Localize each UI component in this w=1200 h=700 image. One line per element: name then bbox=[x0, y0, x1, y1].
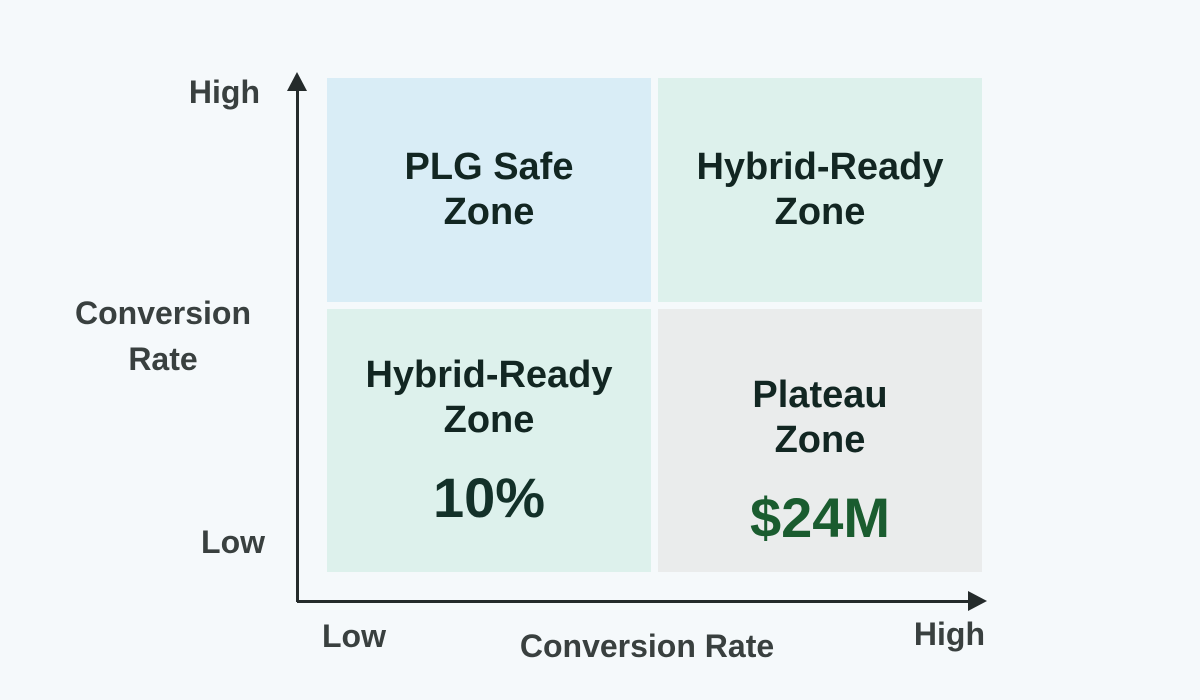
quadrant-title-line2: Zone bbox=[443, 399, 535, 442]
quadrant-value-conversion-rate: 10% bbox=[432, 465, 546, 529]
y-axis-title: Conversion Rate bbox=[43, 290, 283, 382]
quadrant-title-line1: PLG Safe bbox=[404, 146, 574, 189]
quadrant-hybrid-ready-zone-bottom: Hybrid-Ready Zone 10% bbox=[327, 309, 651, 572]
quadrant-grid: PLG Safe Zone Hybrid-Ready Zone Hybrid-R… bbox=[327, 78, 982, 572]
quadrant-title-line2: Zone bbox=[443, 191, 535, 233]
quadrant-title-line1: Hybrid-Ready bbox=[696, 146, 944, 189]
quadrant-title: Hybrid-Ready Zone bbox=[365, 353, 612, 443]
quadrant-title: Plateau Zone bbox=[752, 373, 887, 463]
quadrant-plateau-zone: Plateau Zone $24M bbox=[658, 309, 982, 572]
y-axis-high-tick: High bbox=[188, 74, 260, 110]
y-axis-line bbox=[296, 88, 299, 602]
y-axis-low-tick: Low bbox=[201, 524, 265, 560]
quadrant-value-revenue: $24M bbox=[749, 485, 891, 549]
x-axis-title: Conversion Rate bbox=[519, 628, 775, 664]
quadrant-title-line1: Plateau bbox=[752, 374, 888, 417]
quadrant-title-line2: Zone bbox=[774, 419, 866, 462]
y-axis-title-line2: Rate bbox=[128, 341, 198, 378]
quadrant-title: Hybrid-Ready Zone bbox=[696, 145, 943, 235]
x-axis-arrowhead-icon bbox=[968, 591, 987, 611]
x-axis-high-tick: High bbox=[913, 616, 985, 652]
quadrant-plg-safe-zone: PLG Safe Zone bbox=[327, 78, 651, 302]
x-axis-line bbox=[297, 600, 971, 603]
y-axis-title-line1: Conversion bbox=[74, 295, 252, 331]
quadrant-title-line2: Zone bbox=[774, 191, 866, 233]
x-axis-low-tick: Low bbox=[322, 618, 386, 654]
quadrant-title: PLG Safe Zone bbox=[405, 145, 574, 235]
quadrant-hybrid-ready-zone-top: Hybrid-Ready Zone bbox=[658, 78, 982, 302]
y-axis-arrowhead-icon bbox=[287, 72, 307, 91]
quadrant-title-line1: Hybrid-Ready bbox=[365, 354, 613, 397]
